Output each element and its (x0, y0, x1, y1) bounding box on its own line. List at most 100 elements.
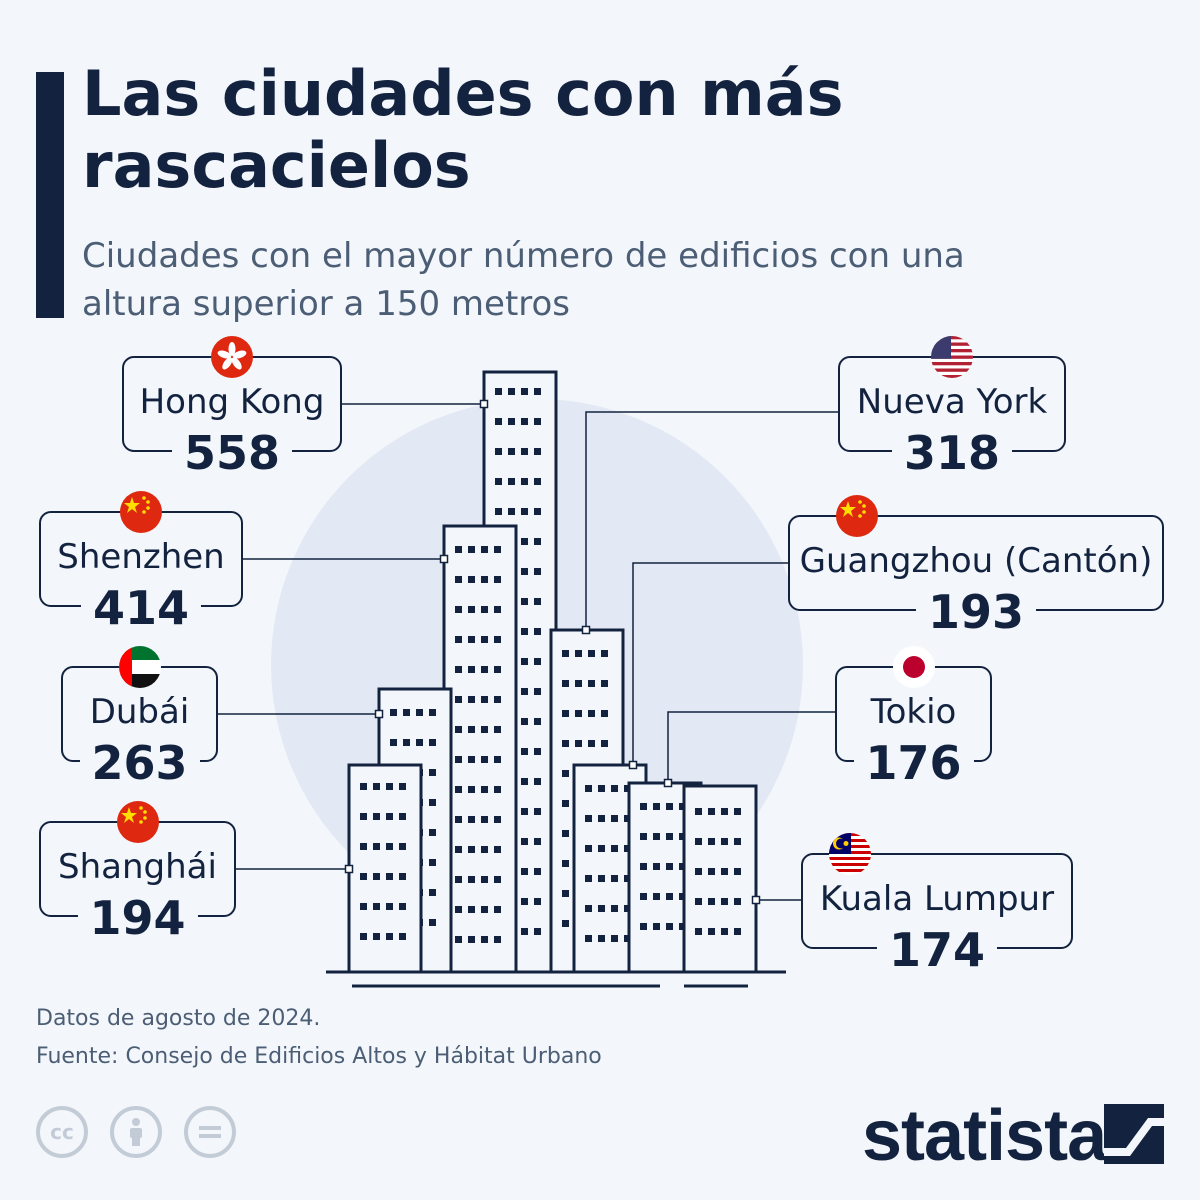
building-window (494, 786, 501, 793)
building-window (360, 843, 367, 850)
statista-logo-text[interactable]: statista (862, 1096, 1107, 1176)
building-window (666, 863, 673, 870)
building-window (611, 815, 618, 822)
building (442, 524, 518, 974)
building-window (455, 786, 462, 793)
city-label-dubai: Dubái 263 (61, 646, 218, 788)
building-window (468, 876, 475, 883)
building-window (721, 928, 728, 935)
building-window (534, 628, 541, 635)
building-window (534, 388, 541, 395)
building-window (399, 843, 406, 850)
building-window (521, 478, 528, 485)
building-window (373, 783, 380, 790)
building-window (468, 546, 475, 553)
building-window (588, 740, 595, 747)
building-window (403, 739, 410, 746)
building-window (734, 868, 741, 875)
building-window (468, 726, 475, 733)
connector-node (581, 625, 591, 635)
building-window (534, 688, 541, 695)
building-window (455, 876, 462, 883)
building-window (575, 740, 582, 747)
building-window (521, 448, 528, 455)
building-window (734, 808, 741, 815)
building-window (481, 786, 488, 793)
building-window (455, 576, 462, 583)
building-window (653, 803, 660, 810)
building-window (455, 906, 462, 913)
building-window (534, 538, 541, 545)
building-window (562, 860, 569, 867)
building-window (468, 666, 475, 673)
building-window (521, 748, 528, 755)
building-window (481, 936, 488, 943)
city-name: Hong Kong (139, 382, 325, 422)
building-window (562, 650, 569, 657)
building-window (481, 546, 488, 553)
building-window (399, 813, 406, 820)
building-window (521, 778, 528, 785)
city-label-hong-kong: Hong Kong 558 (122, 336, 342, 478)
building-window (521, 718, 528, 725)
building-window (521, 508, 528, 515)
no-derivatives-icon[interactable] (184, 1106, 236, 1158)
city-value: 194 (77, 893, 198, 943)
building-window (611, 785, 618, 792)
building (347, 763, 423, 974)
building-window (495, 388, 502, 395)
building-window (653, 893, 660, 900)
building-window (534, 718, 541, 725)
building-window (494, 846, 501, 853)
building-window (666, 803, 673, 810)
cc-icon[interactable]: cc (36, 1106, 88, 1158)
building-window (575, 710, 582, 717)
building-window (481, 846, 488, 853)
building-window (455, 636, 462, 643)
building-window (534, 868, 541, 875)
building-window (521, 868, 528, 875)
building-window (481, 906, 488, 913)
building-window (534, 508, 541, 515)
building-window (360, 903, 367, 910)
building-window (429, 829, 436, 836)
building-window (455, 936, 462, 943)
building-window (481, 696, 488, 703)
building-window (455, 726, 462, 733)
statista-logo-icon[interactable] (1104, 1104, 1164, 1164)
building-window (508, 448, 515, 455)
building-window (534, 568, 541, 575)
building-window (468, 696, 475, 703)
hong-kong-flag-icon (211, 336, 253, 378)
building-window (468, 816, 475, 823)
building-window (521, 538, 528, 545)
city-label-tokio: Tokio 176 (835, 646, 992, 788)
connector-node (439, 554, 449, 564)
building-window (468, 846, 475, 853)
building-window (601, 650, 608, 657)
building-window (416, 709, 423, 716)
building-window (653, 863, 660, 870)
building-window (695, 868, 702, 875)
connector-node (663, 778, 673, 788)
building-window (521, 688, 528, 695)
buildings-group (326, 370, 786, 988)
building-window (562, 680, 569, 687)
building-window (494, 936, 501, 943)
city-name: Dubái (89, 692, 190, 732)
city-name: Shanghái (58, 847, 217, 887)
building-window (468, 936, 475, 943)
chart-title: Las ciudades con más rascacielos (82, 57, 844, 202)
building-window (598, 905, 605, 912)
building-window (495, 508, 502, 515)
building-window (734, 898, 741, 905)
building-window (373, 843, 380, 850)
footer-notes: Datos de agosto de 2024. Fuente: Consejo… (36, 1000, 602, 1076)
attribution-icon[interactable] (110, 1106, 162, 1158)
city-label-nueva-york: Nueva York 318 (838, 336, 1066, 478)
building-window (521, 928, 528, 935)
building-window (695, 838, 702, 845)
building-window (598, 815, 605, 822)
building-window (588, 710, 595, 717)
building-window (386, 933, 393, 940)
